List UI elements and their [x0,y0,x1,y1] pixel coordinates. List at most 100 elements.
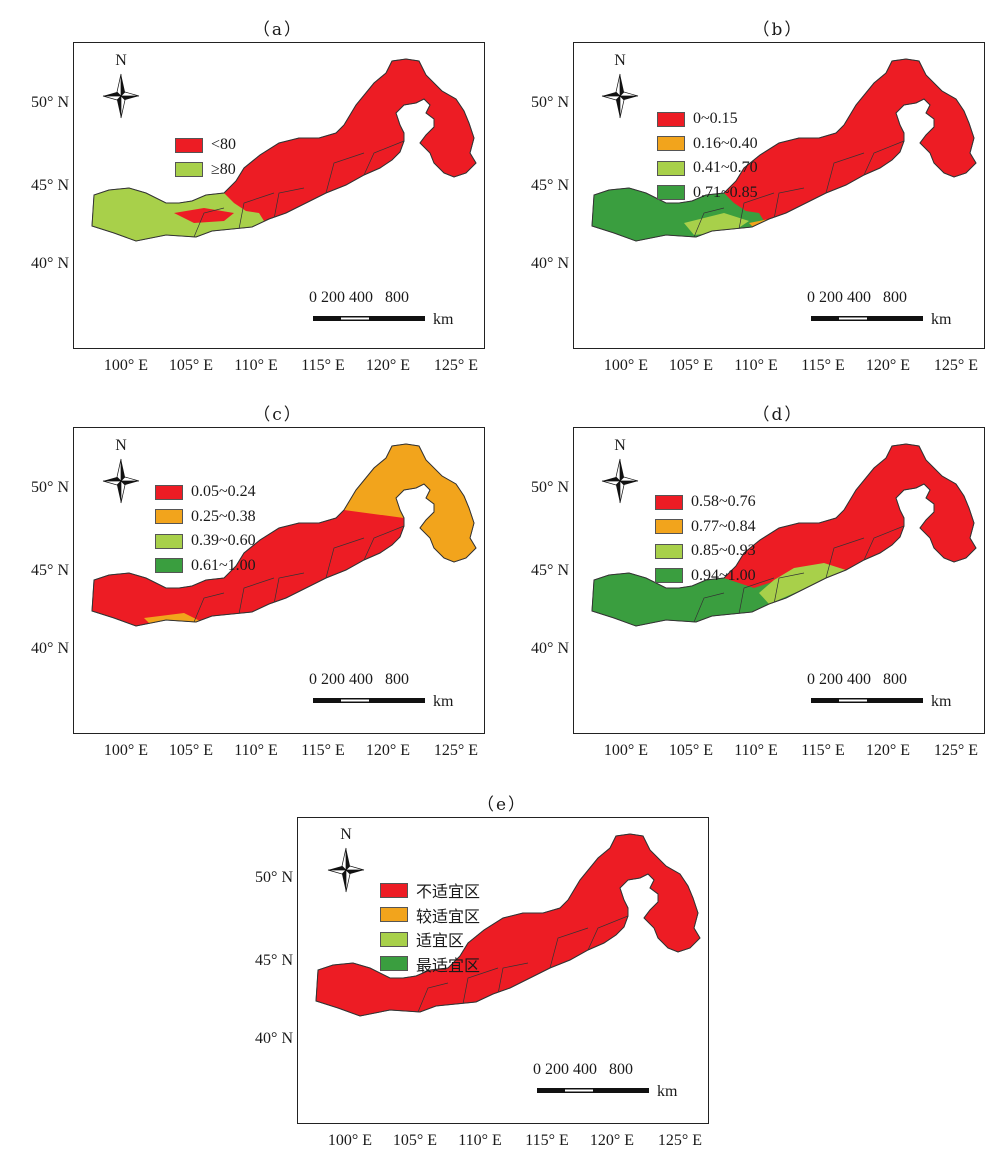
region-outline [315,833,701,1017]
legend-label: 0.94~1.00 [691,566,756,584]
longitude-label: 125° E [657,1132,703,1149]
longitude-label: 120° E [365,742,411,759]
admin-boundary [825,152,865,194]
legend-swatch [655,543,683,559]
latitude-label: 45° N [531,562,569,579]
admin-boundary [193,207,225,238]
legend-label: ≥80 [211,160,236,178]
class-area-red [174,208,234,223]
map-legend: <80 ≥80 [175,133,236,182]
latitude-label: 50° N [255,869,293,886]
longitude-label: 120° E [865,357,911,374]
scale-unit: km [433,311,454,328]
admin-boundary [417,982,449,1013]
region-map [91,443,477,627]
latitude-label: 50° N [531,94,569,111]
legend-swatch [655,519,683,535]
legend-label: 最适宜区 [416,955,481,975]
scale-unit: km [931,693,952,710]
panel-label: （d） [752,405,804,425]
legend-item: 0.41~0.70 [657,156,758,181]
latitude-label: 45° N [531,177,569,194]
longitude-label: 115° E [801,357,845,374]
scale-ticks: 0 200 400 800 [807,289,907,306]
map-frame [573,42,985,349]
admin-boundary [193,592,225,623]
region-map [315,833,701,1056]
region-map [591,58,977,242]
map-legend: 0~0.15 0.16~0.40 0.41~0.70 0.71~0.85 [657,107,758,205]
legend-swatch [155,558,183,574]
longitude-label: 105° E [168,357,214,374]
scale-unit: km [433,693,454,710]
legend-item: 0.05~0.24 [155,480,256,505]
admin-boundary [549,927,589,969]
legend-label: 0.41~0.70 [693,159,758,177]
legend-label: 不适宜区 [416,882,481,902]
legend-swatch [380,931,408,947]
north-arrow-icon: N [326,826,366,896]
north-arrow-icon: N [101,437,141,507]
legend-label: 0.05~0.24 [191,483,256,501]
admin-boundary [825,537,865,579]
legend-label: 0.25~0.38 [191,507,256,525]
latitude-label: 50° N [531,479,569,496]
admin-boundary [238,192,275,230]
longitude-label: 110° E [234,742,278,759]
north-label: N [340,826,352,843]
class-area-green [592,573,806,626]
legend-label: 0.85~0.93 [691,542,756,560]
map-legend: 不适宜区 较适宜区适宜区最适宜区 [380,878,480,976]
longitude-label: 115° E [301,742,345,759]
legend-swatch [657,185,685,201]
admin-boundary [325,537,365,579]
longitude-label: 100° E [327,1132,373,1149]
longitude-label: 115° E [301,357,345,374]
latitude-label: 40° N [31,255,69,272]
longitude-label: 100° E [103,357,149,374]
legend-swatch [655,494,683,510]
longitude-label: 115° E [801,742,845,759]
longitude-label: 125° E [433,357,479,374]
longitude-label: 110° E [234,357,278,374]
admin-boundary [863,140,905,176]
north-label: N [614,52,626,69]
legend-item: 0.71~0.85 [657,181,758,206]
legend-swatch [655,568,683,584]
legend-item: ≥80 [175,158,236,183]
legend-item: 0.85~0.93 [655,539,756,564]
admin-boundary [693,207,725,238]
legend-item: 0.77~0.84 [655,515,756,540]
admin-boundary [497,962,529,995]
admin-boundary [325,152,365,194]
class-area-lightgreen [628,950,683,993]
longitude-label: 100° E [603,742,649,759]
legend-item: 不适宜区 [380,878,480,903]
map-frame [573,427,985,734]
legend-swatch [155,484,183,500]
legend-item: 0.16~0.40 [657,132,758,157]
map-frame [73,42,485,349]
scale-unit: km [657,1083,678,1100]
legend-label: 0.39~0.60 [191,532,256,550]
latitude-label: 40° N [31,640,69,657]
map-frame [297,817,709,1124]
class-area-lightgreen [463,1040,488,1056]
longitude-label: 110° E [458,1132,502,1149]
region-outline [591,58,977,242]
legend-item: 较适宜区 [380,903,480,928]
class-area-lightgreen [759,563,846,604]
map-legend: 0.05~0.24 0.25~0.38 0.39~0.60 0.61~1.00 [155,480,256,578]
class-area-orange [344,444,476,562]
legend-label: 0.71~0.85 [693,183,758,201]
admin-boundary [273,187,305,220]
longitude-label: 100° E [103,742,149,759]
longitude-label: 105° E [668,357,714,374]
legend-label: 适宜区 [416,931,465,951]
legend-label: <80 [211,136,237,154]
map-legend: 0.58~0.76 0.77~0.84 0.85~0.93 0.94~1.00 [655,490,756,588]
class-area-green [443,1023,478,1040]
longitude-label: 120° E [865,742,911,759]
admin-boundary [738,577,775,615]
legend-label: 0.58~0.76 [691,493,756,511]
